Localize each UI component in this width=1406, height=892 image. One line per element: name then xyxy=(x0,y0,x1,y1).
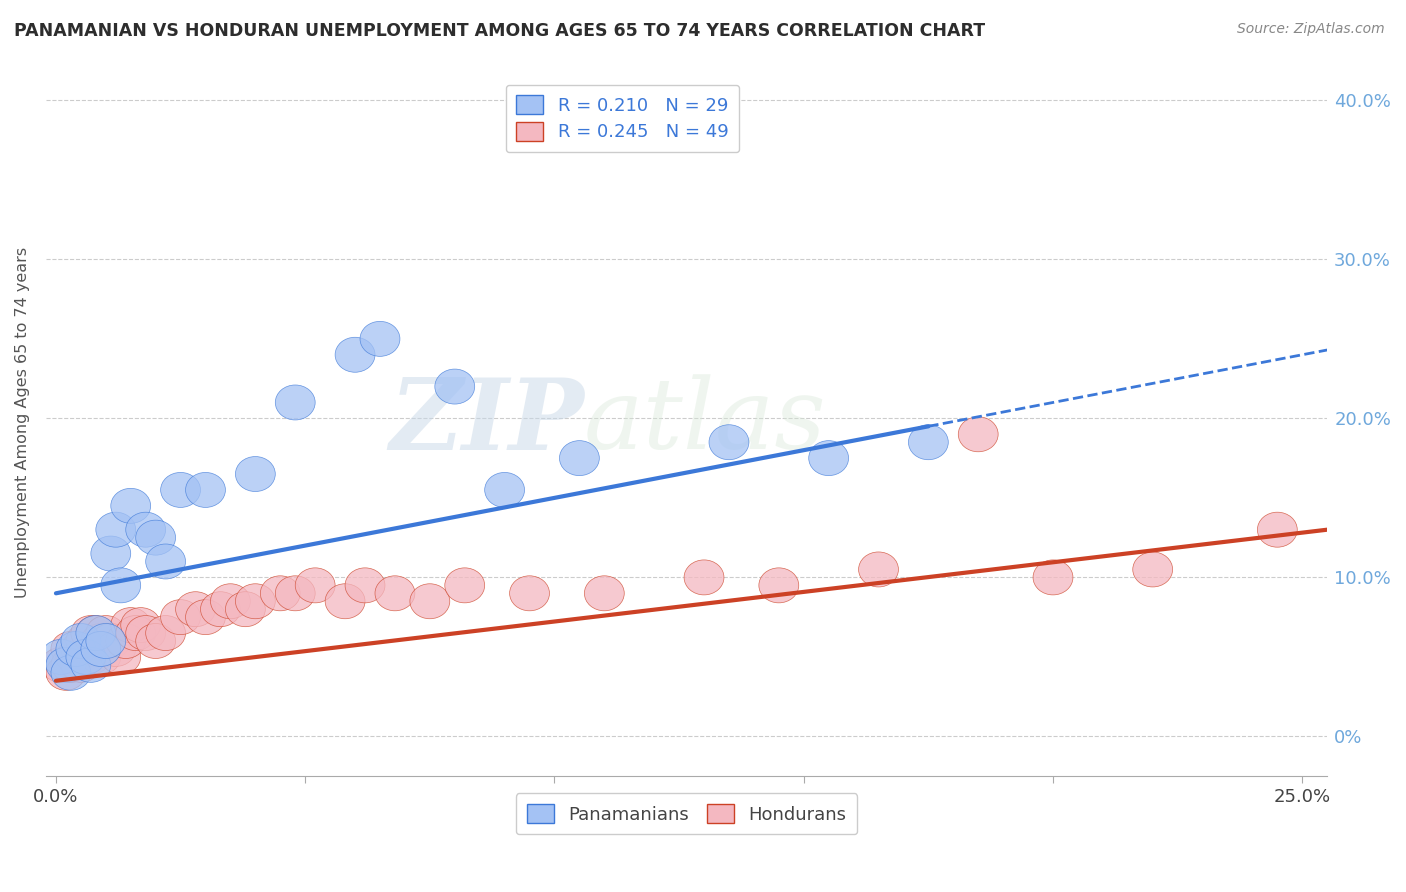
Ellipse shape xyxy=(260,576,301,611)
Ellipse shape xyxy=(41,648,82,682)
Text: Source: ZipAtlas.com: Source: ZipAtlas.com xyxy=(1237,22,1385,37)
Ellipse shape xyxy=(235,457,276,491)
Ellipse shape xyxy=(225,591,266,627)
Ellipse shape xyxy=(276,576,315,611)
Legend: Panamanians, Hondurans: Panamanians, Hondurans xyxy=(516,793,858,834)
Text: atlas: atlas xyxy=(583,375,827,470)
Ellipse shape xyxy=(411,583,450,619)
Ellipse shape xyxy=(136,520,176,555)
Text: PANAMANIAN VS HONDURAN UNEMPLOYMENT AMONG AGES 65 TO 74 YEARS CORRELATION CHART: PANAMANIAN VS HONDURAN UNEMPLOYMENT AMON… xyxy=(14,22,986,40)
Ellipse shape xyxy=(585,576,624,611)
Ellipse shape xyxy=(111,607,150,642)
Ellipse shape xyxy=(70,615,111,650)
Ellipse shape xyxy=(82,632,121,666)
Ellipse shape xyxy=(146,544,186,579)
Ellipse shape xyxy=(76,632,115,666)
Ellipse shape xyxy=(111,488,150,524)
Ellipse shape xyxy=(115,615,156,650)
Ellipse shape xyxy=(51,648,91,682)
Ellipse shape xyxy=(186,473,225,508)
Ellipse shape xyxy=(56,632,96,666)
Ellipse shape xyxy=(86,615,125,650)
Ellipse shape xyxy=(186,599,225,634)
Ellipse shape xyxy=(41,640,82,674)
Ellipse shape xyxy=(709,425,749,459)
Ellipse shape xyxy=(82,640,121,674)
Ellipse shape xyxy=(86,624,125,658)
Ellipse shape xyxy=(375,576,415,611)
Ellipse shape xyxy=(125,512,166,547)
Ellipse shape xyxy=(70,648,111,682)
Ellipse shape xyxy=(444,568,485,603)
Ellipse shape xyxy=(51,632,91,666)
Ellipse shape xyxy=(360,321,399,356)
Ellipse shape xyxy=(125,615,166,650)
Ellipse shape xyxy=(160,473,201,508)
Ellipse shape xyxy=(335,337,375,372)
Ellipse shape xyxy=(76,615,115,650)
Ellipse shape xyxy=(82,624,121,658)
Ellipse shape xyxy=(434,369,475,404)
Y-axis label: Unemployment Among Ages 65 to 74 years: Unemployment Among Ages 65 to 74 years xyxy=(15,247,30,598)
Ellipse shape xyxy=(105,624,146,658)
Ellipse shape xyxy=(76,615,115,650)
Ellipse shape xyxy=(60,624,101,658)
Ellipse shape xyxy=(160,599,201,634)
Ellipse shape xyxy=(46,656,86,690)
Ellipse shape xyxy=(101,640,141,674)
Ellipse shape xyxy=(325,583,366,619)
Ellipse shape xyxy=(91,624,131,658)
Ellipse shape xyxy=(485,473,524,508)
Ellipse shape xyxy=(509,576,550,611)
Ellipse shape xyxy=(908,425,948,459)
Text: ZIP: ZIP xyxy=(389,374,583,471)
Ellipse shape xyxy=(1257,512,1298,547)
Ellipse shape xyxy=(685,560,724,595)
Ellipse shape xyxy=(66,640,105,674)
Ellipse shape xyxy=(56,640,96,674)
Ellipse shape xyxy=(51,656,91,690)
Ellipse shape xyxy=(60,632,101,666)
Ellipse shape xyxy=(276,385,315,420)
Ellipse shape xyxy=(121,607,160,642)
Ellipse shape xyxy=(176,591,215,627)
Ellipse shape xyxy=(1033,560,1073,595)
Ellipse shape xyxy=(959,417,998,451)
Ellipse shape xyxy=(1133,552,1173,587)
Ellipse shape xyxy=(211,583,250,619)
Ellipse shape xyxy=(560,441,599,475)
Ellipse shape xyxy=(136,624,176,658)
Ellipse shape xyxy=(60,648,101,682)
Ellipse shape xyxy=(759,568,799,603)
Ellipse shape xyxy=(235,583,276,619)
Ellipse shape xyxy=(201,591,240,627)
Ellipse shape xyxy=(70,640,111,674)
Ellipse shape xyxy=(96,512,136,547)
Ellipse shape xyxy=(66,624,105,658)
Ellipse shape xyxy=(91,536,131,571)
Ellipse shape xyxy=(46,648,86,682)
Ellipse shape xyxy=(859,552,898,587)
Ellipse shape xyxy=(344,568,385,603)
Ellipse shape xyxy=(146,615,186,650)
Ellipse shape xyxy=(295,568,335,603)
Ellipse shape xyxy=(96,632,136,666)
Ellipse shape xyxy=(808,441,849,475)
Ellipse shape xyxy=(101,568,141,603)
